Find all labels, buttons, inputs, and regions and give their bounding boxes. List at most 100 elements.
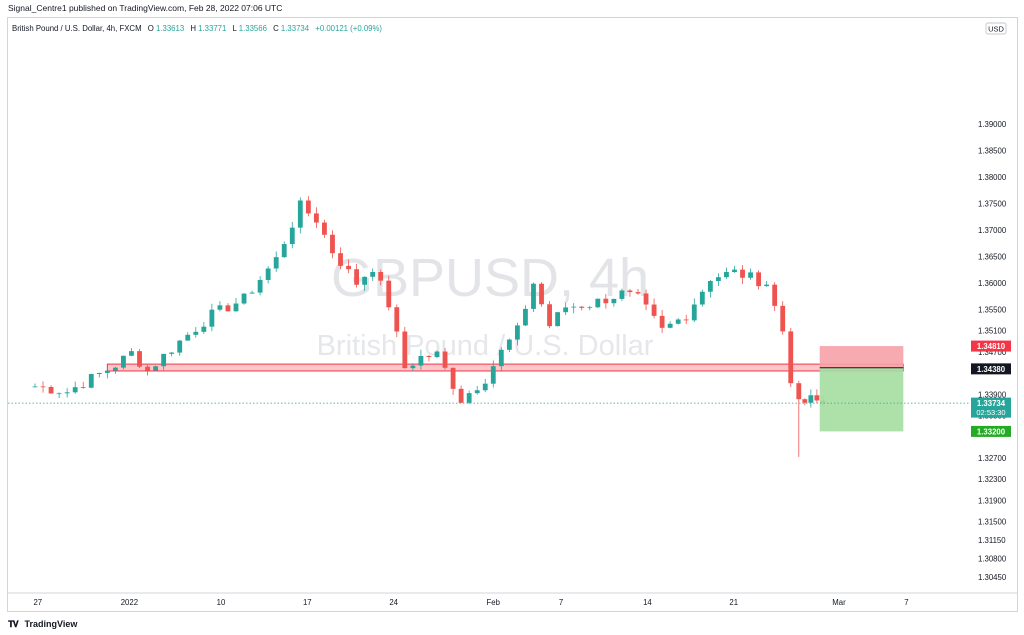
- candle: [715, 273, 721, 287]
- candle-body: [474, 390, 480, 394]
- candle-body: [796, 383, 802, 400]
- candle: [273, 251, 279, 272]
- candle-body: [619, 290, 625, 299]
- candle: [651, 298, 657, 319]
- candle-body: [547, 304, 552, 327]
- candle: [129, 348, 134, 357]
- candle-body: [514, 325, 520, 340]
- candle-body: [643, 293, 649, 305]
- candle-body: [289, 227, 295, 245]
- candle-body: [523, 308, 528, 326]
- candle: [482, 378, 488, 393]
- candle: [265, 266, 271, 284]
- candle-body: [539, 283, 544, 305]
- price-axis[interactable]: 1.39000 1.38500 1.38000 1.37500 1.37000 1.365…: [971, 22, 1011, 582]
- stop-loss-zone: [819, 346, 904, 368]
- time-tick-label: 7: [904, 598, 908, 607]
- candle: [40, 381, 46, 393]
- candle: [780, 301, 786, 335]
- candle: [466, 390, 472, 404]
- candle-body: [322, 222, 327, 235]
- candle-body: [699, 291, 705, 305]
- time-axis[interactable]: 27 2022 10 17 24 Feb 7 14 21 Mar 7: [7, 592, 1018, 607]
- price-label-box: [971, 397, 1011, 418]
- candle-body: [595, 298, 601, 308]
- candle: [748, 268, 753, 280]
- candle: [611, 298, 617, 307]
- candle: [808, 389, 814, 408]
- open-label: O: [148, 24, 154, 33]
- candle-body: [217, 305, 223, 310]
- candle: [297, 197, 303, 234]
- candle: [161, 353, 167, 371]
- candle: [683, 314, 689, 325]
- candle: [225, 303, 231, 312]
- candle-body: [346, 265, 351, 270]
- price-tick-label: 1.38500: [978, 147, 1007, 156]
- candle-body: [780, 305, 786, 332]
- candle-body: [627, 290, 633, 293]
- time-tick-label: 2022: [121, 598, 138, 607]
- candle-body: [802, 399, 808, 403]
- candle: [434, 350, 440, 359]
- candle: [394, 304, 400, 338]
- candle: [72, 381, 78, 394]
- tradingview-logo-icon: 𝐓𝐕: [8, 619, 19, 629]
- candle-body: [40, 386, 46, 388]
- price-tick-label: 1.32700: [978, 454, 1007, 463]
- candle-body: [410, 365, 416, 369]
- candle: [603, 294, 609, 309]
- candle-body: [145, 366, 150, 371]
- candle-body: [305, 200, 311, 214]
- candle: [539, 282, 544, 307]
- candle-body: [64, 392, 70, 394]
- candle: [498, 347, 504, 372]
- candle-body: [241, 293, 247, 304]
- candle-body: [48, 386, 54, 394]
- candle-body: [707, 281, 713, 292]
- candle-body: [563, 307, 569, 313]
- candle: [756, 270, 762, 290]
- candle: [547, 301, 552, 329]
- currency-box[interactable]: [985, 22, 1007, 35]
- tradingview-logo[interactable]: 𝐓𝐕 TradingView: [8, 619, 77, 630]
- high-value: 1.33771: [198, 24, 226, 33]
- candle: [346, 259, 351, 274]
- candle: [402, 326, 408, 369]
- svg-text:British Pound / U.S. Dollar, 4: British Pound / U.S. Dollar, 4h, FXCM O …: [12, 24, 382, 33]
- candle-body: [418, 356, 424, 366]
- candle-body: [724, 272, 729, 278]
- candle: [137, 348, 142, 369]
- candle-body: [233, 303, 239, 312]
- candle-body: [571, 306, 577, 308]
- candle: [595, 298, 601, 309]
- candle: [112, 366, 118, 374]
- symbol-name: British Pound / U.S. Dollar, 4h, FXCM: [12, 24, 142, 33]
- candle: [814, 389, 820, 404]
- candle: [442, 348, 448, 370]
- price-tick-label: 1.35100: [978, 327, 1007, 336]
- change-value: +0.00121 (+0.09%): [315, 24, 382, 33]
- candle-body: [169, 352, 175, 354]
- candle-body: [675, 319, 681, 324]
- candle-body: [691, 304, 697, 321]
- candle-body: [531, 283, 536, 309]
- candle: [450, 367, 456, 395]
- candle-body: [667, 323, 673, 328]
- candle-body: [756, 272, 762, 287]
- price-tick-label: 1.31900: [978, 496, 1007, 505]
- candle: [209, 303, 215, 332]
- candle: [410, 363, 416, 372]
- candle: [362, 276, 368, 291]
- open-value: 1.33613: [156, 24, 184, 33]
- candle: [249, 290, 255, 294]
- candle: [121, 355, 126, 370]
- time-tick-label: 24: [389, 598, 398, 607]
- short-position-layer[interactable]: [819, 346, 904, 432]
- candle: [281, 241, 287, 258]
- candle-body: [442, 351, 448, 368]
- candle-body: [177, 340, 183, 353]
- candle: [691, 298, 697, 323]
